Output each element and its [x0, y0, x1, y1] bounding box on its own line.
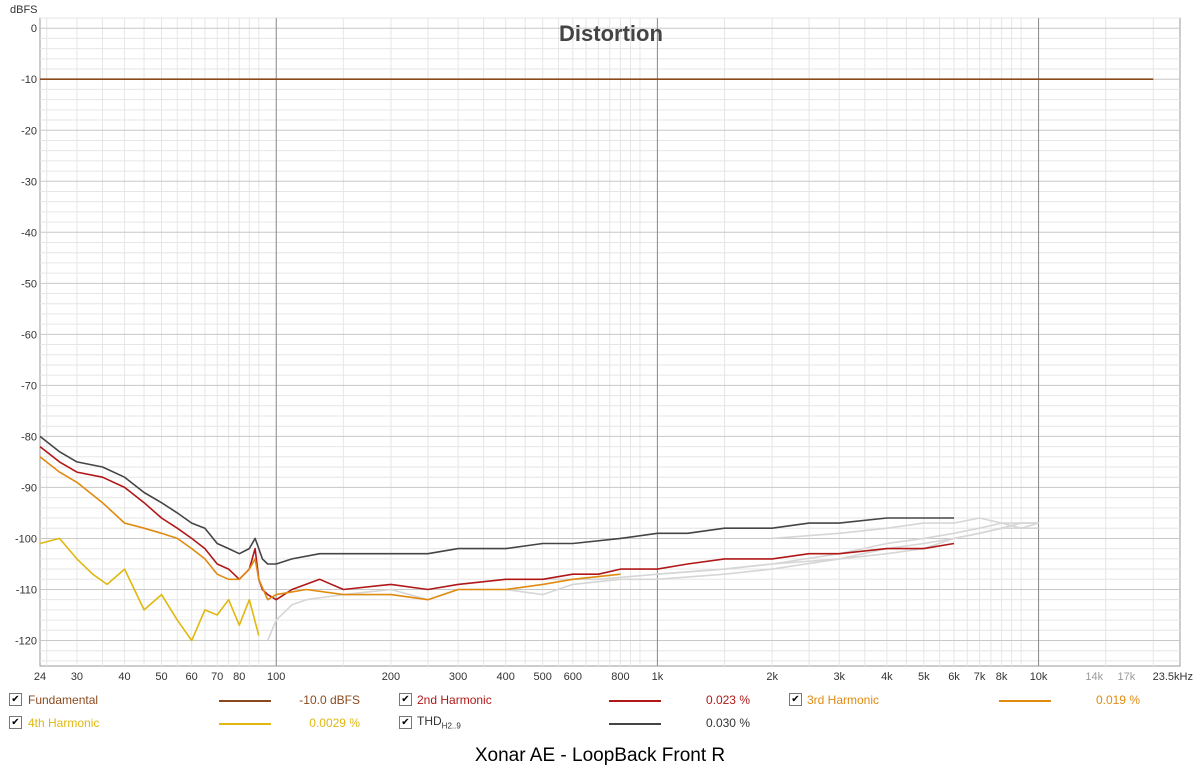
distortion-chart: 0 -10 -20 -30 -40 -50 -60 -70 -80 -90 -100 -110 -120…	[10, 4, 1193, 683]
y-tick-label: -60	[21, 329, 37, 341]
x-tick-label: 400	[497, 671, 515, 683]
y-tick-label: -10	[21, 74, 37, 86]
y-tick-label: 0	[31, 23, 37, 35]
x-tick-label: 3k	[833, 671, 845, 683]
series-line-thd-h2-9	[39, 435, 954, 565]
thd-value: 0.030 %	[705, 716, 750, 730]
fundamental-value: -10.0 dBFS	[299, 693, 360, 707]
h4-value: 0.0029 %	[309, 716, 360, 730]
x-tick-label: 300	[449, 671, 467, 683]
x-tick-label: 6k	[948, 671, 960, 683]
footer-caption: Xonar AE - LoopBack Front R	[474, 745, 726, 766]
x-tick-label: 14k	[1085, 671, 1103, 683]
h3-label: 3rd Harmonic	[807, 693, 880, 707]
thd-checkbox[interactable]: ✔	[399, 716, 412, 729]
series-line-2nd-harmonic	[39, 445, 955, 601]
x-tick-label: 17k	[1118, 671, 1136, 683]
h4-checkbox[interactable]: ✔	[9, 716, 22, 729]
chart-title: Distortion	[559, 21, 663, 46]
x-tick-label: 8k	[996, 671, 1008, 683]
x-tick-label: 60	[186, 671, 198, 683]
x-tick-label: 2k	[766, 671, 778, 683]
y-tick-label: -50	[21, 278, 37, 290]
thd-line-swatch	[609, 723, 661, 725]
series-line-gray	[772, 517, 1039, 540]
h2-label: 2nd Harmonic	[417, 693, 492, 707]
x-tick-label: 5k	[918, 671, 930, 683]
h2-line-swatch	[609, 700, 661, 702]
thd-label-sub: H2..9	[441, 721, 461, 731]
h3-value: 0.019 %	[1095, 693, 1140, 707]
x-tick-label: 500	[533, 671, 551, 683]
x-tick-label: 70	[211, 671, 223, 683]
y-tick-label: -40	[21, 227, 37, 239]
y-tick-label: -20	[21, 125, 37, 137]
series-line-4th-harmonic	[39, 537, 260, 642]
y-tick-label: -30	[21, 176, 37, 188]
legend-row-1: ✔ Fundamental -10.0 dBFS ✔ 2nd Harmonic …	[0, 693, 1200, 715]
h2-value: 0.023 %	[705, 693, 750, 707]
y-axis-unit: dBFS	[10, 4, 38, 16]
series-line-3rd-harmonic	[39, 456, 621, 601]
h4-label: 4th Harmonic	[28, 716, 100, 730]
x-tick-label: 800	[611, 671, 629, 683]
legend-row-2: ✔ 4th Harmonic 0.0029 % ✔ THDH2..9 0.030…	[0, 714, 1200, 738]
h2-checkbox[interactable]: ✔	[399, 693, 412, 706]
h4-line-swatch	[219, 723, 271, 725]
series-line-gray	[657, 522, 1039, 575]
x-tick-label: 24	[34, 671, 46, 683]
x-tick-label: 40	[118, 671, 130, 683]
x-tick-label: 50	[155, 671, 167, 683]
fundamental-label: Fundamental	[28, 693, 99, 707]
x-tick-label: 100	[267, 671, 285, 683]
x-tick-label: 600	[564, 671, 582, 683]
y-tick-label: -80	[21, 431, 37, 443]
h3-line-swatch	[999, 700, 1051, 702]
fundamental-line-swatch	[219, 700, 271, 702]
x-tick-label: 7k	[974, 671, 986, 683]
x-tick-label: 80	[233, 671, 245, 683]
y-tick-label: -110	[16, 584, 37, 596]
x-tick-label: 30	[71, 671, 83, 683]
fundamental-checkbox[interactable]: ✔	[9, 693, 22, 706]
y-tick-label: -100	[15, 533, 37, 545]
y-tick-label: -70	[21, 380, 37, 392]
x-tick-label: 1k	[652, 671, 664, 683]
x-tick-label: 10k	[1030, 671, 1048, 683]
thd-label: THDH2..9	[417, 714, 461, 730]
y-tick-label: -90	[21, 482, 37, 494]
h3-checkbox[interactable]: ✔	[789, 693, 802, 706]
x-tick-label: 4k	[881, 671, 893, 683]
x-tick-label: 23.5kHz	[1153, 671, 1193, 683]
thd-label-main: THD	[417, 714, 442, 728]
x-tick-label: 200	[382, 671, 400, 683]
y-tick-label: -120	[15, 635, 37, 647]
